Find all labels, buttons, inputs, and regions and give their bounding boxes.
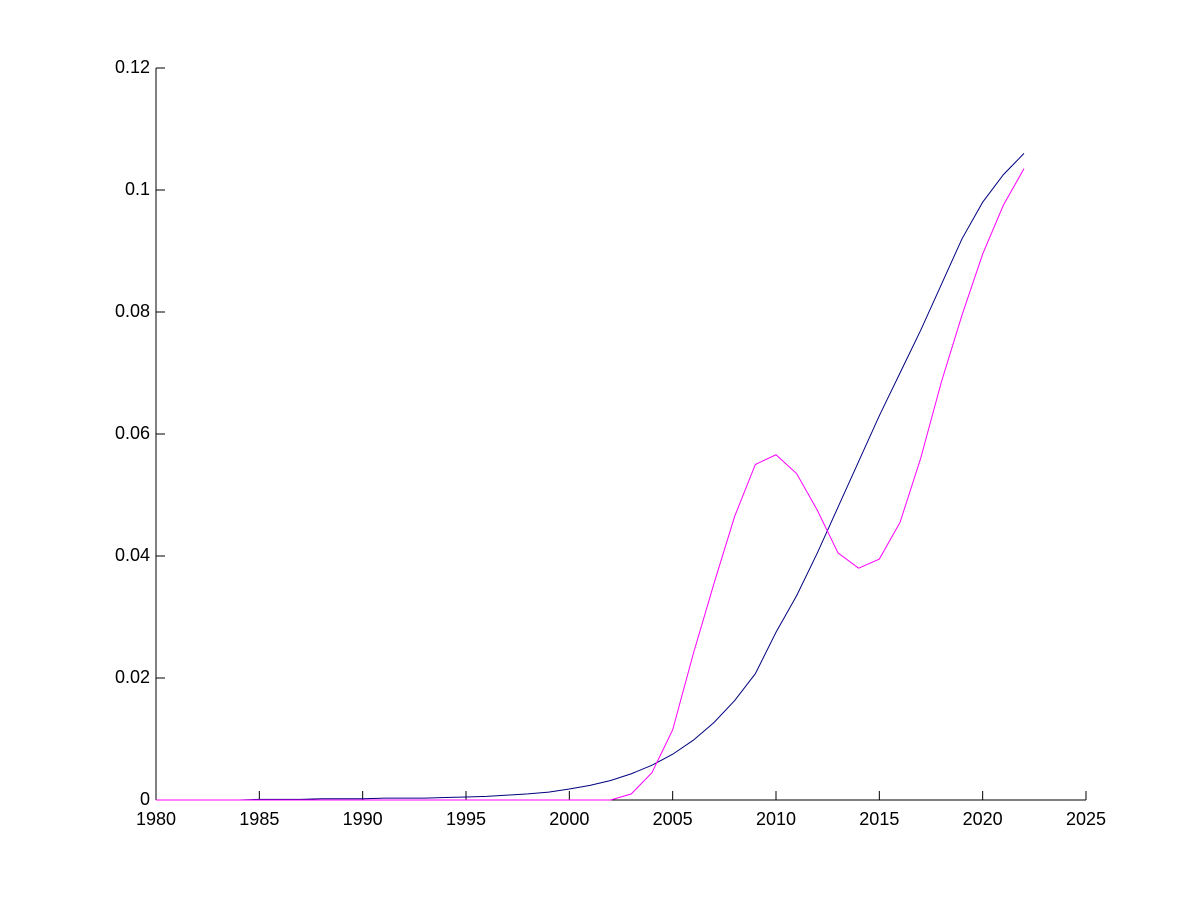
y-tick-label: 0.02 (115, 667, 150, 687)
x-tick-label: 2005 (653, 809, 693, 829)
y-tick-label: 0.12 (115, 57, 150, 77)
x-tick-label: 1995 (446, 809, 486, 829)
x-tick-label: 1985 (239, 809, 279, 829)
y-tick-label: 0 (140, 789, 150, 809)
x-tick-label: 1990 (343, 809, 383, 829)
x-tick-label: 2010 (756, 809, 796, 829)
line (156, 153, 1025, 801)
line (156, 168, 1025, 801)
x-tick-label: 2015 (859, 809, 899, 829)
x-tick-label: 2000 (549, 809, 589, 829)
x-tick-label: 1980 (136, 809, 176, 829)
y-tick-label: 0.04 (115, 545, 150, 565)
x-tick-label: 2020 (963, 809, 1003, 829)
y-tick-label: 0.08 (115, 301, 150, 321)
y-tick-label: 0.06 (115, 423, 150, 443)
y-tick-label: 0.1 (125, 179, 150, 199)
x-tick-label: 2025 (1066, 809, 1106, 829)
